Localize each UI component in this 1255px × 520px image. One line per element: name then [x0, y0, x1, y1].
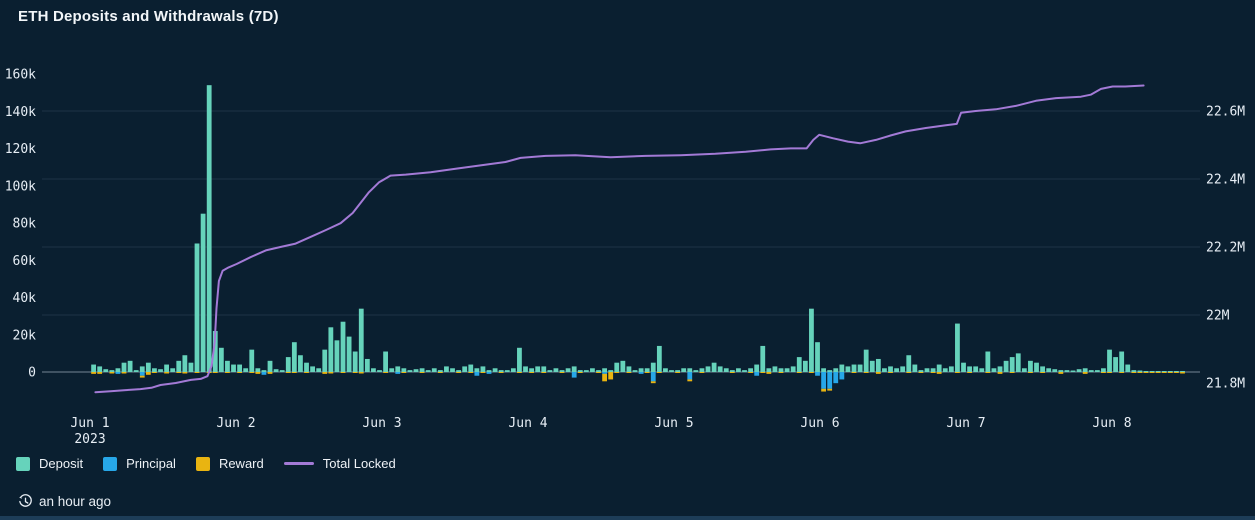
x-axis-tick: Jun 4	[508, 416, 547, 431]
legend-item-total-locked[interactable]: Total Locked	[283, 456, 396, 471]
right-axis-tick: 22.4M	[1206, 173, 1245, 188]
x-axis-tick: Jun 6	[800, 416, 839, 431]
left-axis-tick: 20k	[13, 328, 37, 343]
left-axis-tick: 40k	[13, 291, 37, 306]
page-title: ETH Deposits and Withdrawals (7D)	[18, 8, 279, 25]
principal-swatch-icon	[103, 456, 118, 471]
right-axis-tick: 22.2M	[1206, 241, 1245, 256]
legend-label-deposit: Deposit	[39, 456, 84, 471]
reward-swatch-icon	[195, 456, 210, 471]
x-axis-tick-year: 2023	[74, 432, 105, 447]
legend-item-deposit[interactable]: Deposit	[16, 456, 83, 471]
left-axis-tick: 160k	[5, 68, 36, 83]
axis-labels: 160k 140k 120k 100k 80k 60k 40k 20k 0 21.8M 22M 22.…	[5, 68, 1246, 448]
legend-item-reward[interactable]: Reward	[195, 456, 264, 471]
legend-item-principal[interactable]: Principal	[103, 456, 176, 471]
panel-bottom-edge	[0, 516, 1255, 520]
x-axis-tick: Jun 1	[70, 416, 109, 431]
legend-label-total-locked: Total Locked	[322, 456, 396, 471]
bars-layer	[91, 85, 1185, 392]
x-axis-tick: Jun 2	[216, 416, 255, 431]
total-locked-swatch-icon	[283, 462, 314, 465]
deposit-swatch-icon	[16, 456, 30, 471]
x-axis-tick: Jun 8	[1092, 416, 1131, 431]
x-axis-tick: Jun 5	[654, 416, 693, 431]
total-locked-line	[94, 84, 1145, 394]
left-axis-tick: 140k	[5, 105, 36, 120]
x-axis-tick: Jun 7	[946, 416, 985, 431]
x-axis-tick: Jun 3	[362, 416, 401, 431]
legend-label-principal: Principal	[126, 456, 176, 471]
last-updated-text: an hour ago	[39, 494, 112, 509]
left-axis-tick: 80k	[13, 217, 37, 232]
left-axis-tick: 120k	[5, 142, 36, 157]
left-axis-tick: 60k	[13, 254, 37, 269]
left-axis-tick: 100k	[5, 179, 36, 194]
history-clock-icon	[18, 494, 33, 509]
grid-lines	[42, 110, 1200, 316]
last-updated: an hour ago	[18, 494, 111, 509]
chart-legend: Deposit Principal Reward Total Locked	[16, 456, 396, 471]
left-axis-tick: 0	[28, 366, 36, 381]
right-axis-tick: 22.6M	[1206, 105, 1245, 120]
right-axis-tick: 21.8M	[1206, 377, 1245, 392]
right-axis-tick: 22M	[1206, 309, 1230, 324]
legend-label-reward: Reward	[218, 456, 264, 471]
